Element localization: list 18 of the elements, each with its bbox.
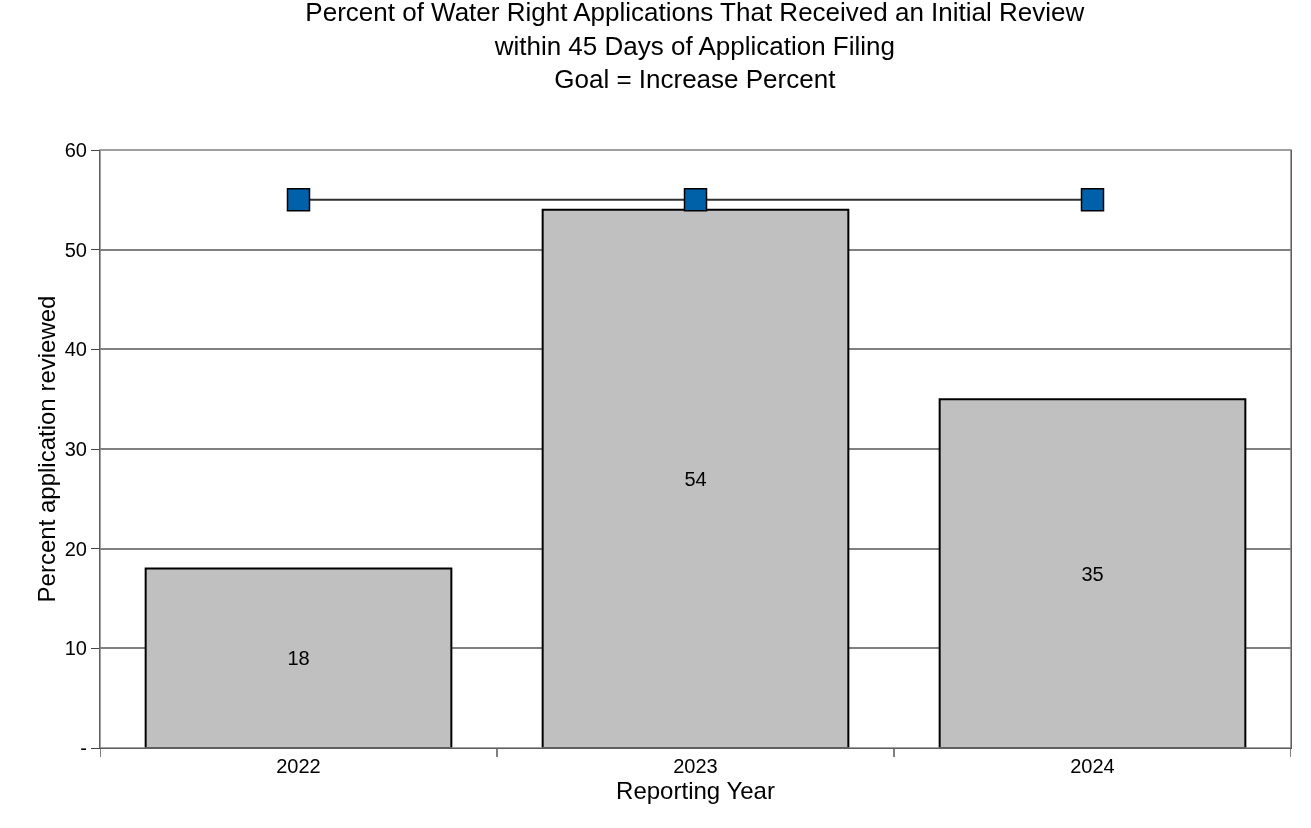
y-tick-label: 40: [64, 338, 87, 361]
y-tick-label: 20: [64, 537, 87, 560]
y-tick-label: 50: [64, 238, 87, 261]
bar: [938, 398, 1247, 748]
data-label: 54: [684, 467, 707, 490]
data-label: 18: [287, 647, 310, 670]
x-tick-label: 2023: [673, 755, 718, 777]
data-label: 35: [1081, 562, 1104, 585]
x-tick-label: 2024: [1070, 755, 1115, 777]
x-tick-label: 2022: [276, 755, 321, 777]
y-tick-label: 10: [64, 637, 87, 660]
y-tick-label: 60: [64, 139, 87, 161]
bar: [144, 567, 453, 748]
chart-title: Percent of Water Right Applications That Received an Initial Review within 45 Days of Application Filing Goal = Increase Percent: [305, 0, 1085, 95]
y-axis-title: Percent application reviewed: [32, 295, 60, 603]
y-tick-label: -: [80, 737, 87, 759]
y-tick-label: 30: [64, 438, 87, 460]
x-axis-title: Reporting Year: [616, 777, 775, 804]
